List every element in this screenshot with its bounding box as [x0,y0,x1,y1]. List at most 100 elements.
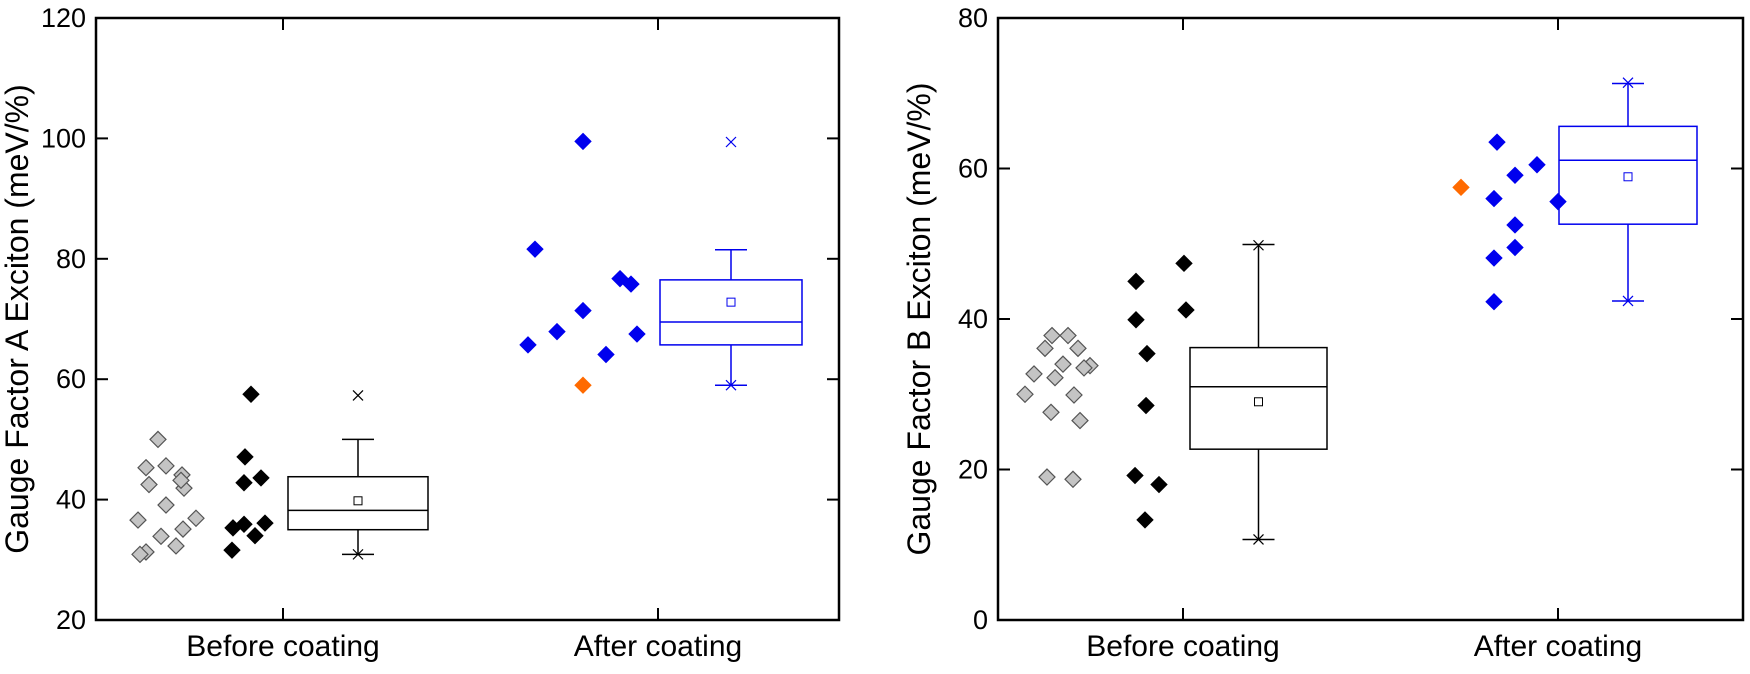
gray-point [187,509,205,528]
y-tick-label: 40 [958,304,988,334]
extreme-marker-stroke [1622,77,1634,89]
extreme-marker-stroke [725,136,737,148]
blue-point [574,301,592,320]
black-point [1127,272,1145,291]
blue-point [1488,133,1506,151]
gray-point [1025,365,1043,383]
y-tick-label: 40 [56,485,86,515]
gray-point [1069,339,1087,358]
box-iqr [1558,125,1698,225]
blue-point [1506,238,1524,257]
box-iqr [287,475,429,531]
extreme-marker-stroke [725,379,737,391]
orange-point [574,376,592,394]
blue-point [1506,216,1524,234]
gray-point [1016,385,1034,404]
black-point [1126,466,1144,485]
blue-point [1506,166,1524,184]
gray-point [131,545,149,564]
x-category-label: Before coating [1086,630,1279,663]
black-point [235,474,253,492]
x-category-label: After coating [574,630,742,663]
blue-point [574,132,592,151]
black-point [256,514,274,532]
box-mean-marker [353,496,363,506]
black-point [1137,396,1155,415]
gray-point [1036,339,1054,358]
blue-point [519,336,537,354]
panel-b-exciton: 0 20 40 60 80 Before coating After coating Gaug… [901,3,1745,663]
y-tick-label: 80 [958,3,988,33]
gray-point [1065,386,1083,404]
gray-point [157,457,175,475]
black-point [1127,311,1145,329]
x-category-label: Before coating [186,630,379,663]
blue-point [1485,189,1503,208]
black-point [246,527,264,545]
extreme-marker [725,136,737,148]
box-mean-marker [1623,172,1633,182]
gray-point [137,458,155,477]
box-plot [287,390,429,560]
extreme-marker [1253,534,1264,545]
gray-point [1071,411,1089,430]
y-tick-label: 0 [973,605,988,635]
gray-point [149,430,167,449]
extreme-marker [1622,77,1634,89]
black-point [252,469,270,487]
blue-point [628,325,646,343]
box-iqr [1189,346,1328,450]
y-tick-label: 60 [958,154,988,184]
box-iqr [659,279,803,346]
y-tick-label: 60 [56,364,86,394]
blue-point [526,240,544,258]
y-tick-label: 20 [958,455,988,485]
y-axis-label: Gauge Factor A Exciton (meV/%) [0,84,35,554]
extreme-marker-stroke [1253,239,1264,251]
gray-point [140,475,158,494]
gray-point [1059,326,1077,345]
gray-point [167,537,185,555]
black-point [1150,475,1168,494]
gray-point [1043,326,1061,345]
black-point [242,385,260,403]
blue-point [1528,156,1546,174]
extreme-marker [1622,295,1634,307]
gray-point [157,496,175,514]
blue-point [548,322,566,341]
extreme-marker [352,548,364,560]
blue-point [1485,292,1503,311]
box-mean-marker [726,297,736,307]
gray-point [172,471,190,490]
extreme-marker-stroke [1622,295,1634,307]
blue-point [597,345,615,364]
y-tick-label: 100 [41,123,86,153]
black-point [1177,301,1195,319]
extreme-marker-stroke [352,390,364,401]
gray-point [1038,468,1056,486]
gray-point [1075,359,1093,377]
y-axis-label: Gauge Factor B Exciton (meV/%) [901,82,937,555]
extreme-marker [352,390,364,401]
black-point [1136,511,1154,529]
black-point [224,519,242,537]
y-tick-label: 120 [41,3,86,33]
extreme-marker [725,379,737,391]
extreme-marker-stroke [1253,534,1264,545]
plot-frame [996,16,1745,622]
y-tick-label: 20 [56,605,86,635]
gray-point [1046,368,1064,387]
black-point [236,448,254,466]
black-point [223,541,241,559]
plot-frame [94,16,841,622]
gray-point [174,520,192,538]
blue-point [1485,249,1503,267]
blue-point [622,275,640,293]
box-plot [1558,77,1698,307]
gray-point [1064,470,1082,489]
panel-a-exciton: 20 40 60 80 100 120 Before coating After coatin… [0,3,841,663]
gray-point [1042,403,1060,422]
black-point [1175,254,1193,273]
